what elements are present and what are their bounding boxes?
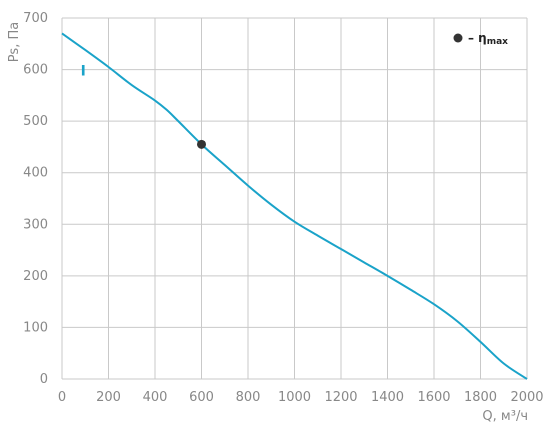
x-tick-label: 1000: [278, 390, 311, 405]
x-tick-label: 800: [236, 390, 261, 405]
x-tick-label: 1200: [324, 390, 357, 405]
y-tick-label: 200: [23, 269, 48, 284]
x-axis-label: Q, м³/ч: [482, 409, 528, 424]
y-tick-label: 0: [40, 372, 48, 387]
x-tick-label: 2000: [510, 390, 543, 405]
x-tick-label: 200: [96, 390, 121, 405]
y-axis-label: Ps, Па: [7, 22, 22, 62]
x-tick-label: 1400: [371, 390, 404, 405]
y-tick-label: 700: [23, 11, 48, 26]
x-tick-label: 400: [143, 390, 168, 405]
y-tick-label: 100: [23, 320, 48, 335]
x-tick-label: 1800: [464, 390, 497, 405]
series-layer: I: [61, 32, 528, 380]
legend-marker: [453, 33, 463, 43]
x-tick-label: 600: [189, 390, 214, 405]
series-line-I: [61, 32, 528, 380]
grid: [61, 17, 528, 380]
y-tick-label: 300: [23, 217, 48, 232]
y-tick-labels: 0 100 200 300 400 500 600 700: [23, 11, 48, 387]
series-label: I: [81, 64, 86, 80]
x-tick-label: 0: [58, 390, 66, 405]
x-tick-label: 1600: [417, 390, 450, 405]
y-tick-label: 600: [23, 63, 48, 78]
x-tick-labels: 0 200 400 600 800 1000 1200 1400 1600 1800 2000: [58, 390, 544, 405]
marker-layer: [197, 139, 206, 149]
eta-max-point: [197, 139, 206, 149]
y-tick-label: 500: [23, 114, 48, 129]
legend: – ηmax: [453, 31, 508, 47]
y-tick-label: 400: [23, 166, 48, 181]
legend-label: – ηmax: [468, 31, 508, 47]
